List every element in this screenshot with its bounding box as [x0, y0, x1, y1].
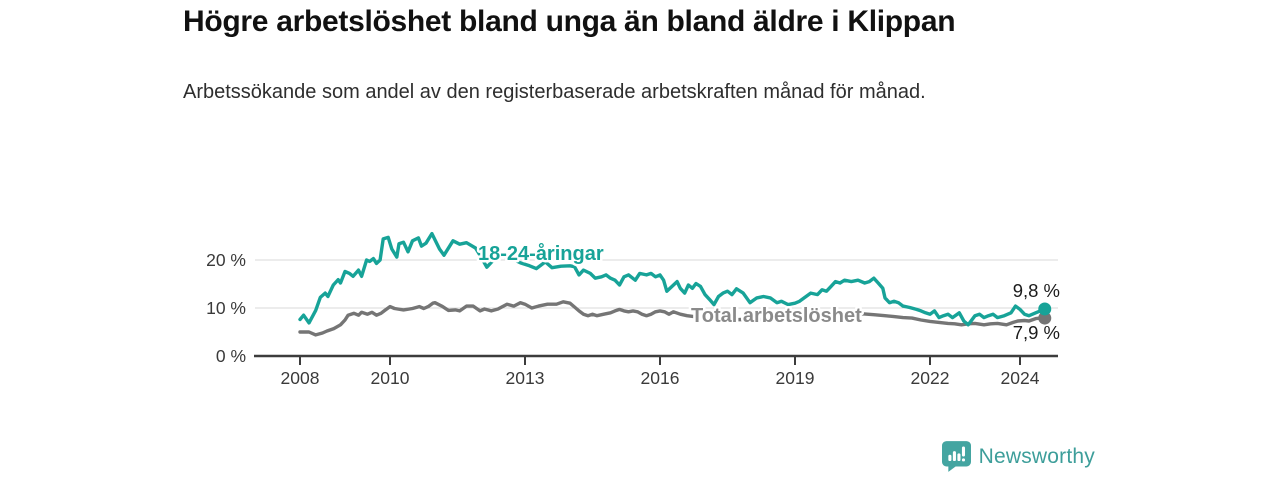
chart-title: Högre arbetslöshet bland unga än bland ä…	[183, 5, 956, 38]
x-axis-label: 2022	[911, 368, 950, 388]
y-axis-label: 0 %	[216, 346, 246, 366]
series-label-young: 18-24-åringar	[478, 242, 604, 265]
x-axis-label: 2016	[641, 368, 680, 388]
chart-header: Högre arbetslöshet bland unga än bland ä…	[183, 2, 983, 107]
x-axis-label: 2010	[371, 368, 410, 388]
y-axis-label: 10 %	[206, 298, 246, 318]
x-axis-label: 2024	[1001, 368, 1040, 388]
end-value-total: 7,9 %	[1013, 322, 1060, 343]
brand-name: Newsworthy	[978, 444, 1095, 468]
x-axis-label: 2013	[506, 368, 545, 388]
series-line-total	[298, 300, 1047, 337]
end-dot-young	[1038, 302, 1052, 316]
end-dot-total	[1038, 311, 1052, 325]
series-line-young	[298, 231, 1047, 327]
newsworthy-logo-icon	[941, 441, 971, 472]
chart-subtitle: Arbetssökande som andel av den registerb…	[183, 81, 926, 103]
x-axis-label: 2019	[776, 368, 815, 388]
series-label-total: Total arbetslöshet	[691, 305, 862, 327]
brand-footer: Newsworthy	[941, 441, 1095, 472]
y-axis-label: 20 %	[206, 250, 246, 270]
x-axis-label: 2008	[281, 368, 320, 388]
end-value-young: 9,8 %	[1013, 280, 1060, 301]
